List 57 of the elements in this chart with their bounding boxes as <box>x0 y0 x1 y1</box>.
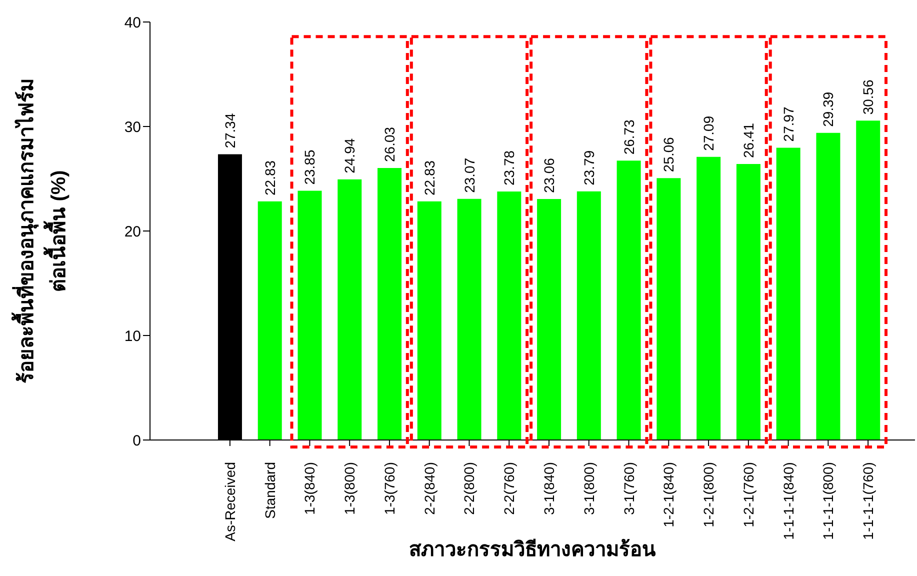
data-label: 27.34 <box>222 113 238 148</box>
x-tick-label: 1-3(800) <box>342 462 358 515</box>
data-label: 24.94 <box>342 138 358 174</box>
bar <box>298 190 322 440</box>
data-label: 23.79 <box>580 150 597 186</box>
x-tick-label: 1-2-1(800) <box>700 462 717 528</box>
bar <box>417 201 442 440</box>
x-tick-label: 2-2(840) <box>421 462 438 515</box>
y-tick-label: 10 <box>124 328 141 345</box>
x-tick-label: 3-1(800) <box>580 462 597 515</box>
data-label: 23.78 <box>501 150 518 186</box>
data-label: 23.85 <box>302 150 318 185</box>
bar <box>537 199 562 440</box>
bar <box>378 168 402 440</box>
bar <box>696 156 721 440</box>
data-label: 22.83 <box>262 160 278 196</box>
x-tick-label: 1-3(760) <box>381 462 398 515</box>
data-label: 25.06 <box>660 136 677 172</box>
bar <box>736 164 760 440</box>
x-tick-label: 1-2-1(760) <box>740 462 756 528</box>
y-tick-label: 0 <box>132 432 141 450</box>
data-label: 27.97 <box>780 106 796 142</box>
x-tick-label: 1-1-1-1(760) <box>860 462 876 540</box>
x-tick-label: 1-1-1-1(800) <box>820 462 836 540</box>
x-tick-label: As-Received <box>222 462 238 542</box>
y-axis-title: ร้อยละพื้นที่ของอนุภาคแกรมาไฟร์ม ต่อเนื้อพื้น (%) <box>11 78 70 384</box>
y-tick-label: 30 <box>124 118 141 136</box>
bar <box>576 191 601 440</box>
y-tick-label: 40 <box>124 14 141 32</box>
data-label: 26.73 <box>620 119 637 155</box>
y-tick-label: 20 <box>124 223 141 240</box>
x-tick-label: Standard <box>262 462 278 519</box>
bar <box>497 192 522 440</box>
x-tick-label: 2-2(760) <box>501 462 518 515</box>
x-tick-label: 3-1(840) <box>541 462 557 515</box>
x-tick-label: 2-2(800) <box>461 462 478 515</box>
bar <box>776 148 800 440</box>
bar <box>457 198 482 440</box>
bar <box>656 178 681 440</box>
data-label: 23.06 <box>541 158 558 194</box>
data-label: 23.07 <box>461 158 478 193</box>
data-label: 22.83 <box>421 160 438 196</box>
bar <box>856 120 880 440</box>
x-tick-label: 1-2-1(840) <box>660 462 677 528</box>
x-tick-label: 3-1(760) <box>620 462 637 515</box>
data-label: 26.41 <box>740 122 756 158</box>
bar <box>338 179 362 440</box>
bar <box>258 201 282 440</box>
data-label: 27.09 <box>700 116 717 151</box>
x-tick-label: 1-3(840) <box>302 462 318 515</box>
x-axis-title: สภาวะกรรมวิธีทางความร้อน <box>409 538 656 561</box>
x-tick-label: 1-1-1-1(840) <box>780 462 796 540</box>
data-label: 29.39 <box>820 92 836 127</box>
bar <box>816 132 840 440</box>
data-label: 30.56 <box>860 79 876 115</box>
data-label: 26.03 <box>382 126 398 162</box>
bar <box>616 160 641 440</box>
